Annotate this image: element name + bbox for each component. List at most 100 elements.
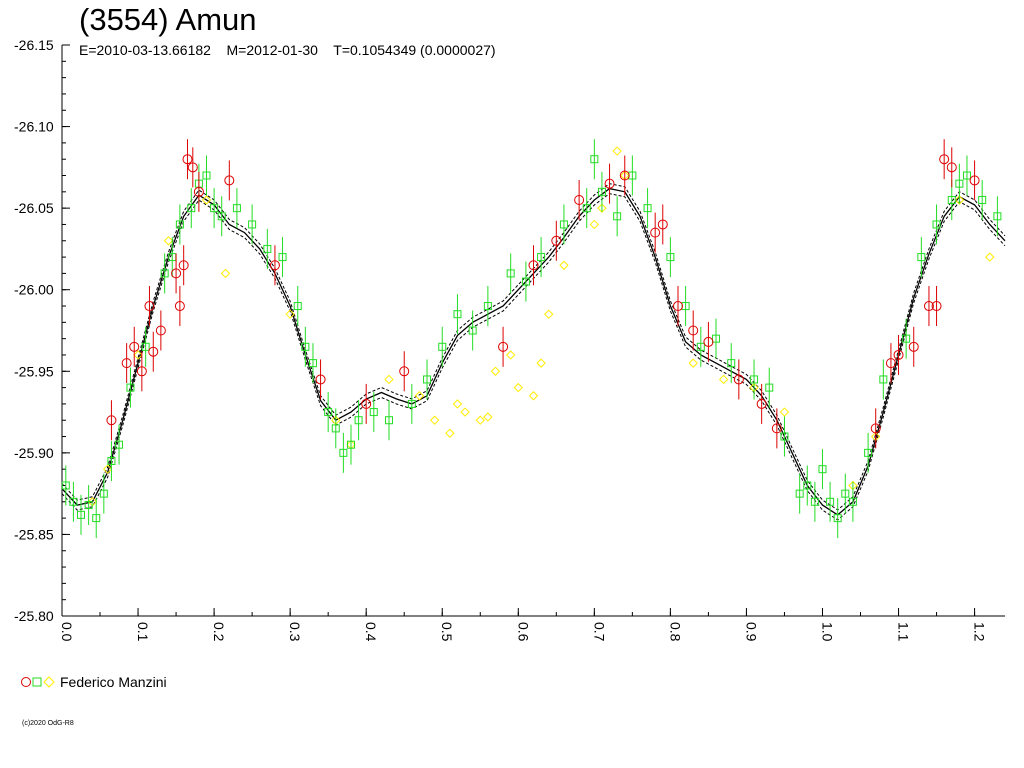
data-point-square: [696, 326, 705, 367]
data-point-square: [864, 432, 873, 473]
marker-square: [217, 212, 226, 221]
marker-circle: [136, 366, 147, 377]
data-point-square: [582, 188, 591, 229]
data-point-circle: [528, 245, 539, 286]
marker-square: [833, 514, 842, 523]
data-point-square: [99, 473, 108, 514]
marker-circle: [885, 358, 896, 369]
data-point-square: [962, 155, 971, 196]
y-tick-label: -26.00: [14, 282, 54, 298]
chart-title: (3554) Amun: [79, 2, 257, 37]
marker-diamond: [452, 399, 463, 409]
marker-square: [187, 204, 196, 213]
chart-subtitle: E=2010-03-13.66182 M=2012-01-30 T=0.1054…: [79, 42, 496, 58]
marker-square: [438, 342, 447, 351]
data-point-square: [331, 408, 340, 449]
marker-diamond: [490, 366, 501, 376]
marker-square: [818, 465, 827, 474]
data-point-circle: [269, 245, 280, 286]
marker-diamond: [483, 412, 493, 422]
marker-diamond: [544, 309, 554, 319]
marker-square: [278, 253, 287, 262]
data-point-circle: [155, 310, 166, 351]
marker-diamond: [285, 309, 295, 319]
marker-square: [468, 326, 477, 335]
marker-square: [590, 155, 599, 164]
marker-circle: [193, 186, 204, 197]
marker-square: [521, 277, 530, 286]
data-point-circle: [756, 383, 767, 424]
legend: Federico Manzini: [20, 674, 167, 690]
marker-diamond: [429, 415, 440, 425]
data-point-square: [902, 318, 911, 359]
marker-diamond: [688, 358, 698, 368]
data-point-diamond: [452, 399, 463, 409]
marker-square: [263, 244, 272, 253]
fit-curve: [61, 183, 1006, 521]
data-point-circle: [870, 408, 881, 449]
marker-square: [423, 375, 432, 384]
marker-diamond: [220, 268, 231, 279]
marker-square: [666, 253, 675, 262]
data-point-square: [818, 449, 827, 490]
data-point-diamond: [460, 407, 470, 417]
y-tick-label: -25.85: [14, 526, 54, 542]
marker-circle: [657, 219, 668, 230]
y-tick-label: -26.10: [14, 119, 54, 135]
data-point-diamond: [513, 382, 523, 393]
marker-square: [795, 489, 804, 498]
marker-square: [848, 497, 857, 506]
copyright: (c)2020 OdG-R8: [22, 720, 74, 727]
data-point-square: [993, 196, 1002, 237]
marker-square: [61, 481, 70, 490]
data-point-diamond: [475, 415, 485, 425]
data-point-square: [917, 237, 926, 278]
data-points: [61, 139, 1002, 539]
data-point-circle: [703, 321, 714, 362]
data-point-square: [833, 498, 842, 539]
data-point-circle: [171, 253, 182, 294]
data-point-square: [77, 494, 86, 535]
marker-square: [727, 359, 736, 368]
data-point-circle: [771, 408, 782, 449]
data-point-diamond: [505, 350, 516, 360]
marker-circle: [703, 336, 714, 347]
data-point-circle: [923, 286, 934, 327]
data-point-square: [339, 432, 348, 473]
marker-diamond: [779, 407, 790, 417]
marker-circle: [733, 374, 744, 385]
data-point-circle: [688, 310, 699, 351]
data-point-circle: [361, 383, 372, 424]
x-tick-label: 0.3: [287, 622, 303, 642]
marker-square: [483, 302, 492, 311]
data-point-square: [712, 318, 721, 359]
data-point-square: [453, 294, 462, 335]
marker-square: [301, 342, 310, 351]
data-point-square: [590, 139, 599, 180]
marker-diamond: [384, 374, 394, 385]
data-point-diamond: [597, 203, 607, 213]
marker-circle: [908, 341, 919, 352]
marker-diamond: [718, 374, 729, 385]
marker-square: [92, 514, 101, 523]
data-point-square: [803, 465, 812, 506]
marker-square: [826, 497, 835, 506]
marker-square: [559, 220, 568, 229]
marker-circle: [178, 260, 189, 271]
data-point-square: [643, 188, 652, 229]
data-point-square: [210, 188, 219, 229]
data-point-circle: [657, 204, 668, 245]
data-point-diamond: [414, 391, 425, 401]
marker-circle: [106, 415, 117, 426]
data-point-circle: [946, 147, 957, 188]
marker-circle: [171, 268, 182, 279]
marker-square: [613, 212, 622, 221]
legend-markers-icon: [21, 676, 55, 688]
x-tick-label: 0.9: [743, 622, 759, 642]
data-point-square: [810, 481, 819, 522]
data-point-square: [506, 253, 515, 294]
data-point-square: [537, 237, 546, 278]
data-point-diamond: [220, 268, 231, 279]
marker-square: [803, 481, 812, 490]
